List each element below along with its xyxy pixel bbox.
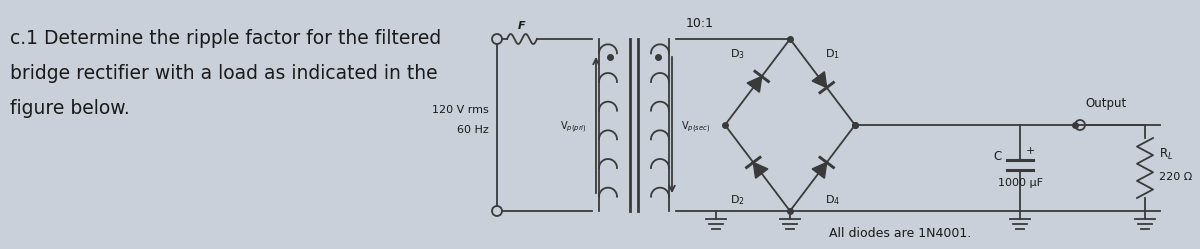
Text: All diodes are 1N4001.: All diodes are 1N4001. — [829, 227, 971, 240]
Text: C: C — [994, 150, 1002, 163]
Text: V$_{p(pri)}$: V$_{p(pri)}$ — [560, 120, 587, 135]
Text: D$_2$: D$_2$ — [730, 193, 745, 207]
Text: 1000 μF: 1000 μF — [997, 178, 1043, 188]
Text: figure below.: figure below. — [10, 99, 130, 118]
Polygon shape — [754, 162, 768, 178]
Text: D$_3$: D$_3$ — [730, 47, 745, 61]
Polygon shape — [812, 72, 827, 88]
Text: V$_{p(sec)}$: V$_{p(sec)}$ — [682, 120, 710, 135]
Text: 120 V rms: 120 V rms — [432, 105, 490, 115]
Text: 60 Hz: 60 Hz — [457, 125, 490, 135]
Text: c.1 Determine the ripple factor for the filtered: c.1 Determine the ripple factor for the … — [10, 29, 442, 48]
Polygon shape — [748, 76, 762, 92]
Text: D$_1$: D$_1$ — [826, 47, 840, 61]
Text: 220 Ω: 220 Ω — [1159, 172, 1193, 182]
Text: 10:1: 10:1 — [686, 17, 714, 30]
Text: F: F — [518, 21, 526, 31]
Text: bridge rectifier with a load as indicated in the: bridge rectifier with a load as indicate… — [10, 64, 438, 83]
Text: R$_L$: R$_L$ — [1159, 147, 1174, 162]
Text: Output: Output — [1085, 97, 1127, 110]
Text: D$_4$: D$_4$ — [826, 193, 840, 207]
Polygon shape — [812, 162, 827, 178]
Text: +: + — [1026, 146, 1036, 156]
